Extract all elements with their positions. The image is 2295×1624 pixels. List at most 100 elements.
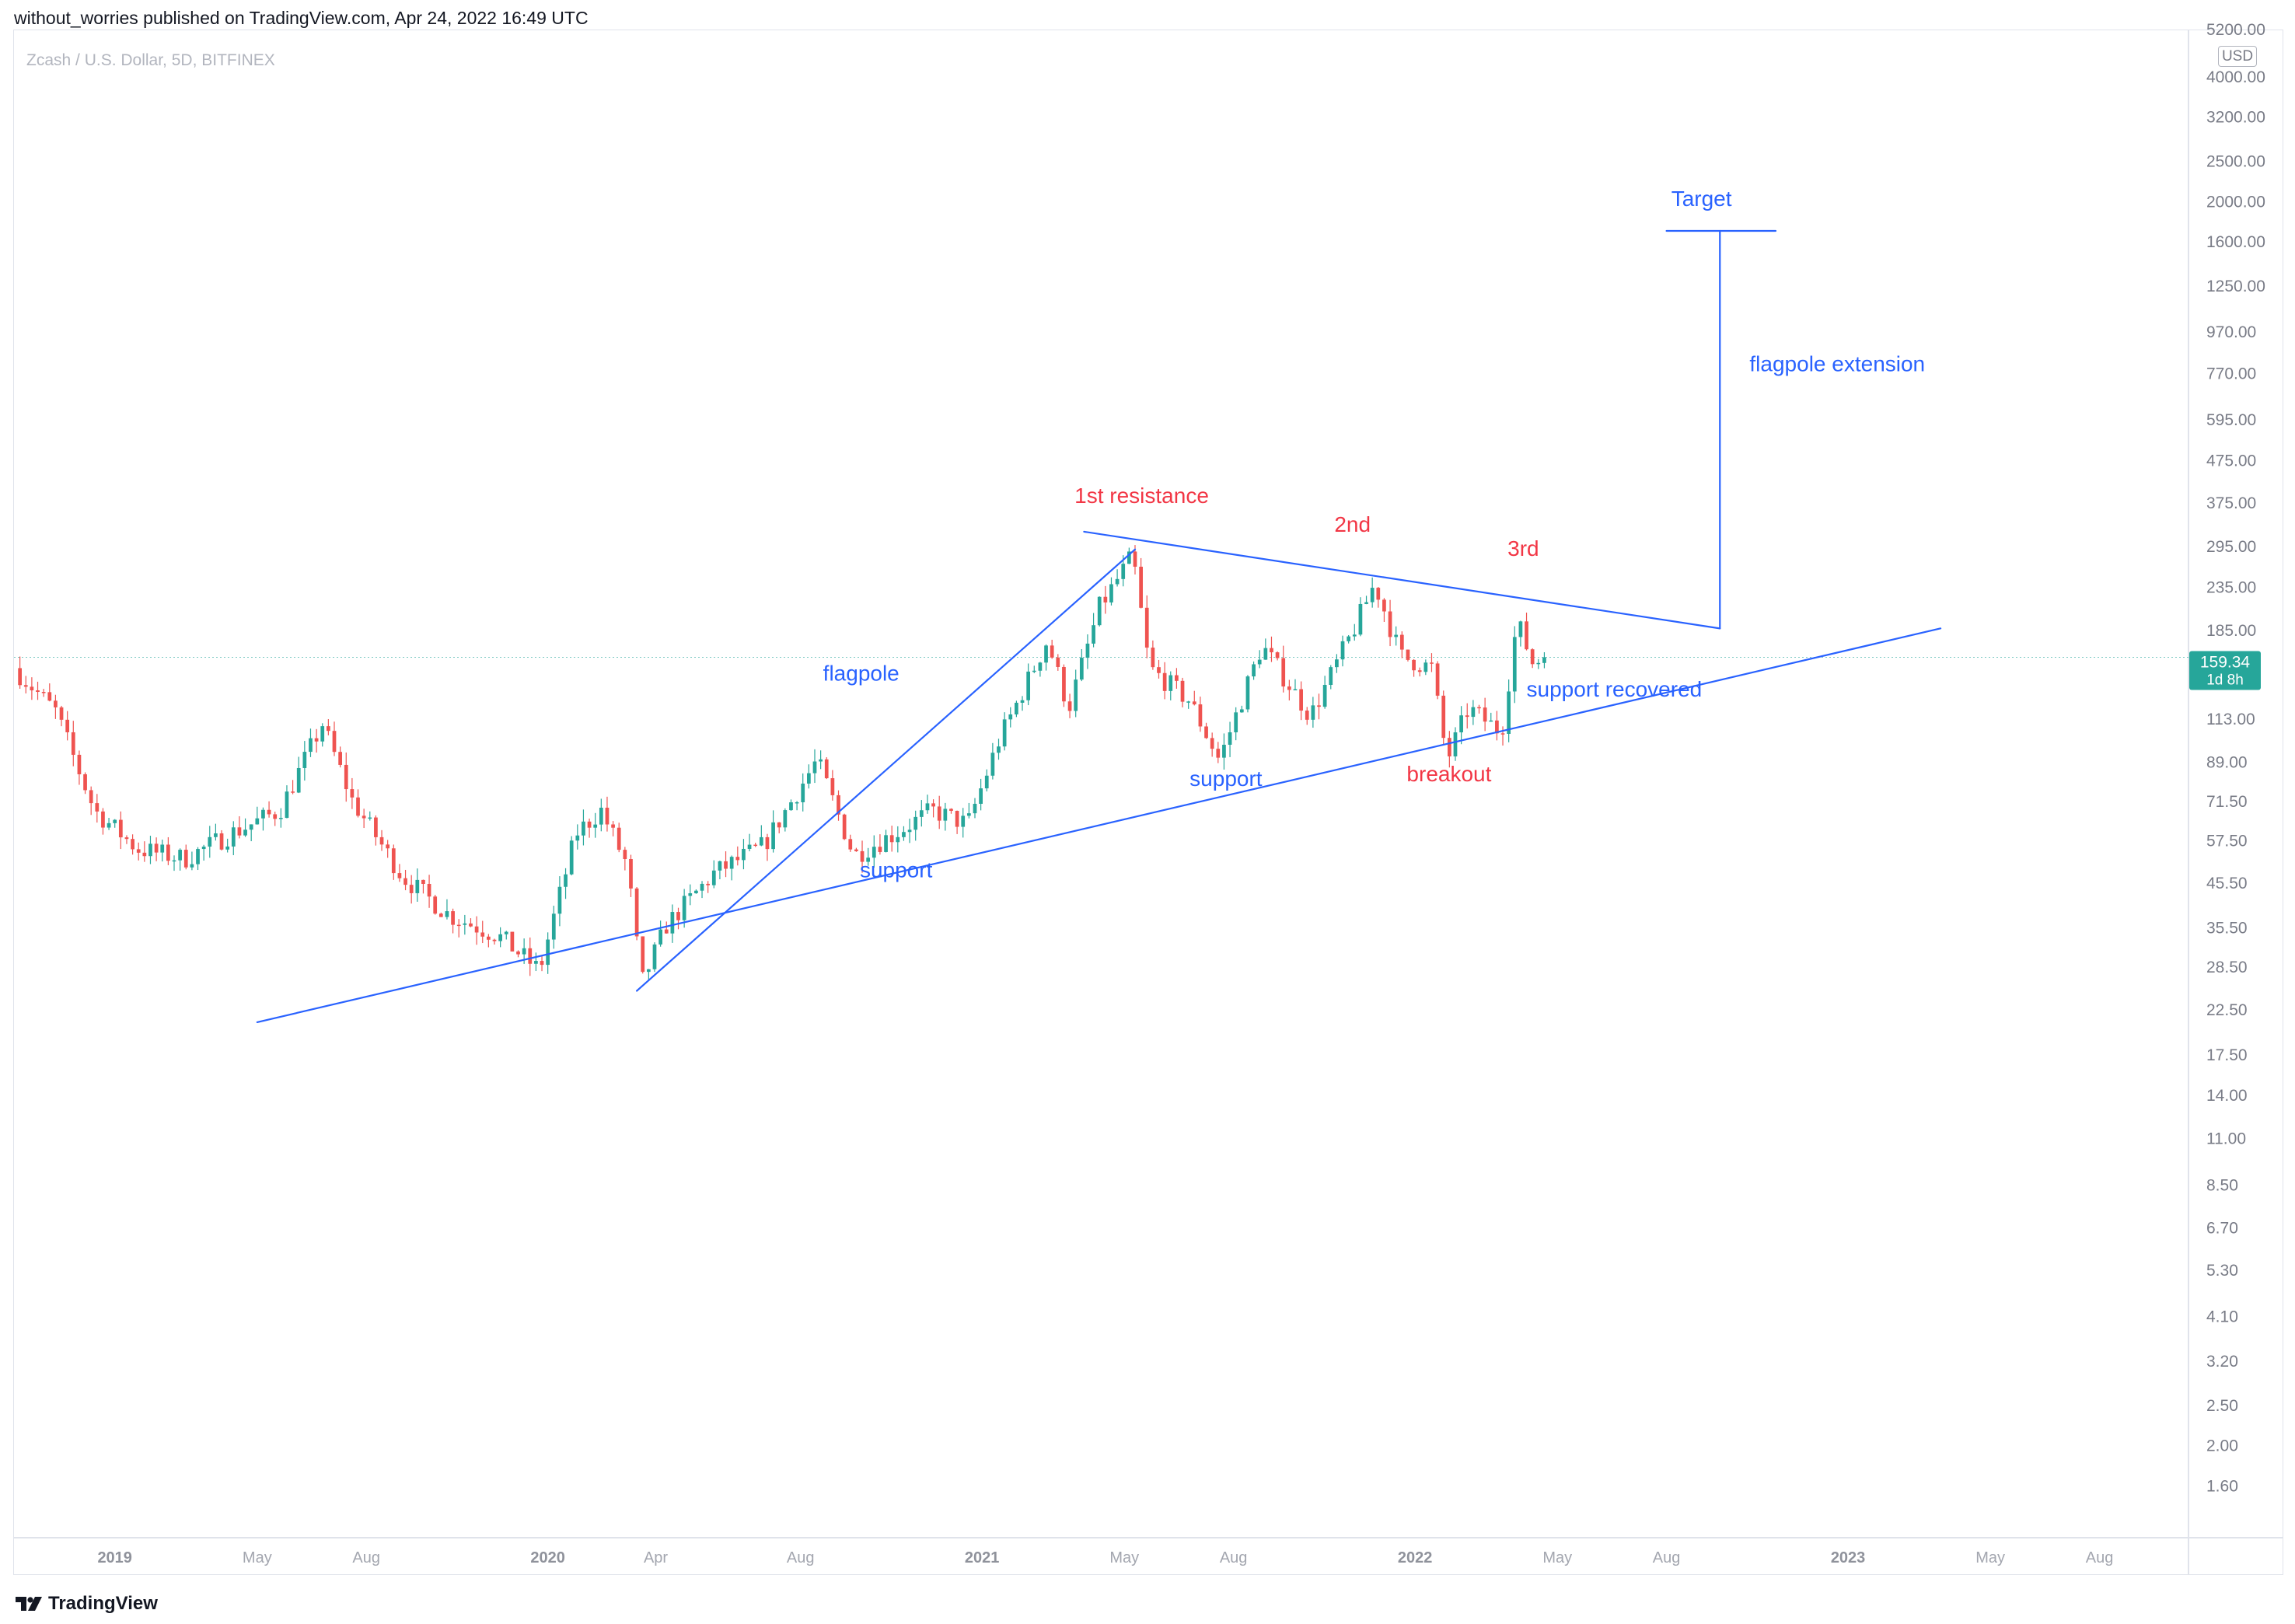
candle <box>1329 665 1333 690</box>
candle-body <box>1281 658 1286 687</box>
candle <box>320 723 325 747</box>
candle <box>1412 658 1416 677</box>
annotation-label[interactable]: 1st resistance <box>1074 484 1209 508</box>
candle <box>1008 707 1013 728</box>
candle-body <box>374 817 378 837</box>
price-tick-label: 2000.00 <box>2206 193 2265 211</box>
annotation-label[interactable]: support recovered <box>1527 677 1703 701</box>
candle-body <box>907 829 912 833</box>
candle <box>1489 712 1493 722</box>
price-tick-label: 295.00 <box>2206 538 2256 556</box>
candle-body <box>1257 659 1262 665</box>
candle <box>1092 613 1095 648</box>
candle <box>824 757 829 780</box>
annotation-label[interactable]: flagpole <box>823 661 899 685</box>
candle <box>670 904 675 943</box>
candle-body <box>30 686 34 691</box>
annotation-label[interactable]: support <box>860 857 933 882</box>
candle-body <box>456 924 461 927</box>
candle <box>1074 669 1078 718</box>
candle-body <box>1423 662 1428 672</box>
candle <box>1109 577 1113 606</box>
candle-body <box>1275 652 1280 658</box>
candle <box>837 790 840 821</box>
candle-body <box>1388 611 1392 637</box>
candle-body <box>1293 689 1298 691</box>
candle-body <box>296 767 301 793</box>
candle <box>1352 623 1357 641</box>
candle <box>41 689 46 697</box>
candle-body <box>1222 744 1226 758</box>
candle <box>172 855 176 871</box>
candle-body <box>1417 670 1422 672</box>
candle-body <box>830 778 835 795</box>
candle <box>605 796 610 832</box>
annotation-label[interactable]: flagpole extension <box>1749 351 1925 375</box>
candle-body <box>1518 621 1523 637</box>
candle <box>557 876 562 927</box>
annotation-label[interactable]: Target <box>1671 187 1732 211</box>
candle-body <box>1335 659 1339 668</box>
candle <box>124 835 129 844</box>
annotation-label[interactable]: breakout <box>1406 762 1491 786</box>
annotation-label[interactable]: 3rd <box>1507 536 1539 561</box>
candle <box>463 914 467 935</box>
candle <box>676 907 680 930</box>
candle-body <box>327 726 330 732</box>
candle-body <box>866 857 871 862</box>
candle <box>415 868 420 902</box>
candle <box>718 861 722 880</box>
candle <box>830 770 835 801</box>
candle <box>742 839 746 870</box>
candle-body <box>208 836 212 847</box>
candle <box>528 937 533 976</box>
currency-badge[interactable]: USD <box>2218 46 2257 67</box>
candle-body <box>379 836 384 845</box>
candle-body <box>641 936 645 973</box>
candle <box>943 802 948 831</box>
candle <box>1026 663 1031 706</box>
candle-body <box>884 835 888 852</box>
annotation-label[interactable]: 2nd <box>1334 512 1371 536</box>
candle <box>1542 652 1546 669</box>
candle <box>1015 700 1018 718</box>
candle-body <box>1394 634 1399 637</box>
candle-body <box>1358 603 1363 635</box>
candle-body <box>1512 637 1517 692</box>
candle <box>1157 659 1161 679</box>
candle-body <box>278 818 283 819</box>
symbol-title[interactable]: Zcash / U.S. Dollar, 5D, BITFINEX <box>26 51 275 69</box>
candle <box>1512 626 1517 704</box>
candle-body <box>860 850 865 862</box>
candle-body <box>587 821 592 828</box>
candle <box>59 705 64 727</box>
candle-body <box>605 807 610 825</box>
candle-body <box>806 773 811 784</box>
candle <box>1198 697 1203 732</box>
candle-body <box>1127 551 1131 564</box>
price-tick-label: 970.00 <box>2206 323 2256 341</box>
candle <box>314 728 319 753</box>
candle-body <box>896 836 900 843</box>
flagpole-line[interactable] <box>636 548 1137 992</box>
footer-brand[interactable]: TradingView <box>14 1591 158 1616</box>
candle-body <box>18 668 22 686</box>
candle-body <box>59 707 64 720</box>
candle-body <box>801 783 805 802</box>
candle <box>884 829 888 853</box>
candle <box>611 821 615 836</box>
support-trendline[interactable] <box>256 627 1942 1024</box>
chart-panel[interactable] <box>13 30 2283 1575</box>
resistance-trendline[interactable] <box>1083 530 1721 630</box>
candle-body <box>1399 634 1404 650</box>
annotation-label[interactable]: support <box>1189 767 1263 791</box>
candle <box>599 798 603 832</box>
candle-body <box>71 732 75 755</box>
candle <box>1085 634 1090 669</box>
price-tick-label: 2500.00 <box>2206 153 2265 171</box>
candle <box>1435 661 1440 700</box>
candle-body <box>1430 662 1434 664</box>
candle <box>842 813 847 840</box>
candle <box>368 811 372 821</box>
